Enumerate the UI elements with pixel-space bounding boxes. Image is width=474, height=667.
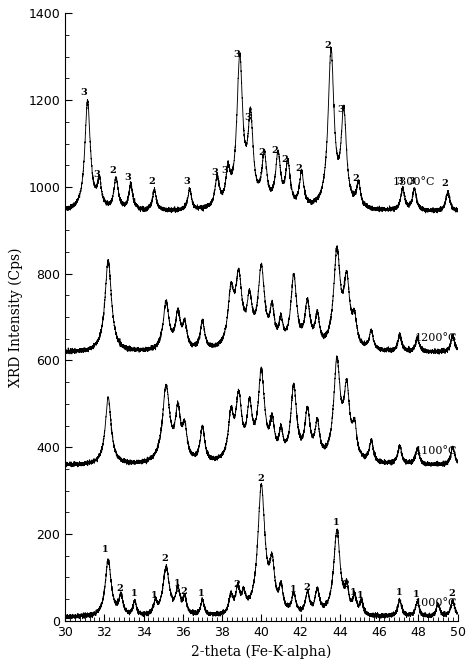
Text: 1: 1: [198, 589, 205, 598]
Text: 2: 2: [148, 177, 155, 186]
Text: 1: 1: [130, 589, 137, 598]
Text: 2: 2: [282, 155, 288, 164]
Text: 1: 1: [173, 580, 180, 588]
Text: 1: 1: [350, 588, 357, 597]
Text: 3: 3: [93, 170, 100, 179]
Text: 3: 3: [222, 166, 228, 175]
Text: 2: 2: [448, 589, 455, 598]
Text: 3: 3: [183, 177, 190, 186]
Text: 2: 2: [303, 583, 310, 592]
Text: 2: 2: [233, 580, 240, 589]
Text: 1100°C: 1100°C: [414, 446, 457, 456]
Text: 3: 3: [408, 177, 415, 186]
Text: 1: 1: [413, 590, 420, 599]
Text: 1: 1: [290, 584, 296, 594]
X-axis label: 2-theta (Fe-K-alpha): 2-theta (Fe-K-alpha): [191, 644, 331, 659]
Text: 3: 3: [233, 50, 240, 59]
Text: 3: 3: [125, 173, 131, 181]
Text: 1: 1: [333, 518, 339, 527]
Text: 1: 1: [268, 416, 274, 424]
Text: 2: 2: [272, 146, 278, 155]
Text: 1: 1: [151, 592, 158, 600]
Text: 2: 2: [162, 554, 169, 563]
Y-axis label: XRD Intensity (Cps): XRD Intensity (Cps): [9, 247, 23, 387]
Text: 2: 2: [110, 166, 117, 175]
Text: 2: 2: [441, 179, 448, 188]
Text: 3: 3: [337, 105, 344, 114]
Text: 2: 2: [295, 164, 302, 173]
Text: 2: 2: [117, 584, 123, 593]
Text: 2: 2: [258, 148, 264, 157]
Text: 2: 2: [325, 41, 331, 50]
Text: 1200°C: 1200°C: [414, 333, 457, 343]
Text: 2: 2: [257, 474, 264, 483]
Text: 3: 3: [80, 87, 87, 97]
Text: 2: 2: [342, 580, 349, 589]
Text: 1: 1: [395, 588, 402, 597]
Text: 3: 3: [211, 168, 218, 177]
Text: 3: 3: [396, 177, 403, 186]
Text: 2: 2: [352, 175, 359, 183]
Text: 1300°C: 1300°C: [393, 177, 436, 187]
Text: 2: 2: [181, 587, 187, 596]
Text: 1: 1: [102, 546, 109, 554]
Text: 3: 3: [244, 113, 251, 122]
Text: 1: 1: [357, 592, 364, 600]
Text: 1000°C: 1000°C: [414, 598, 457, 608]
